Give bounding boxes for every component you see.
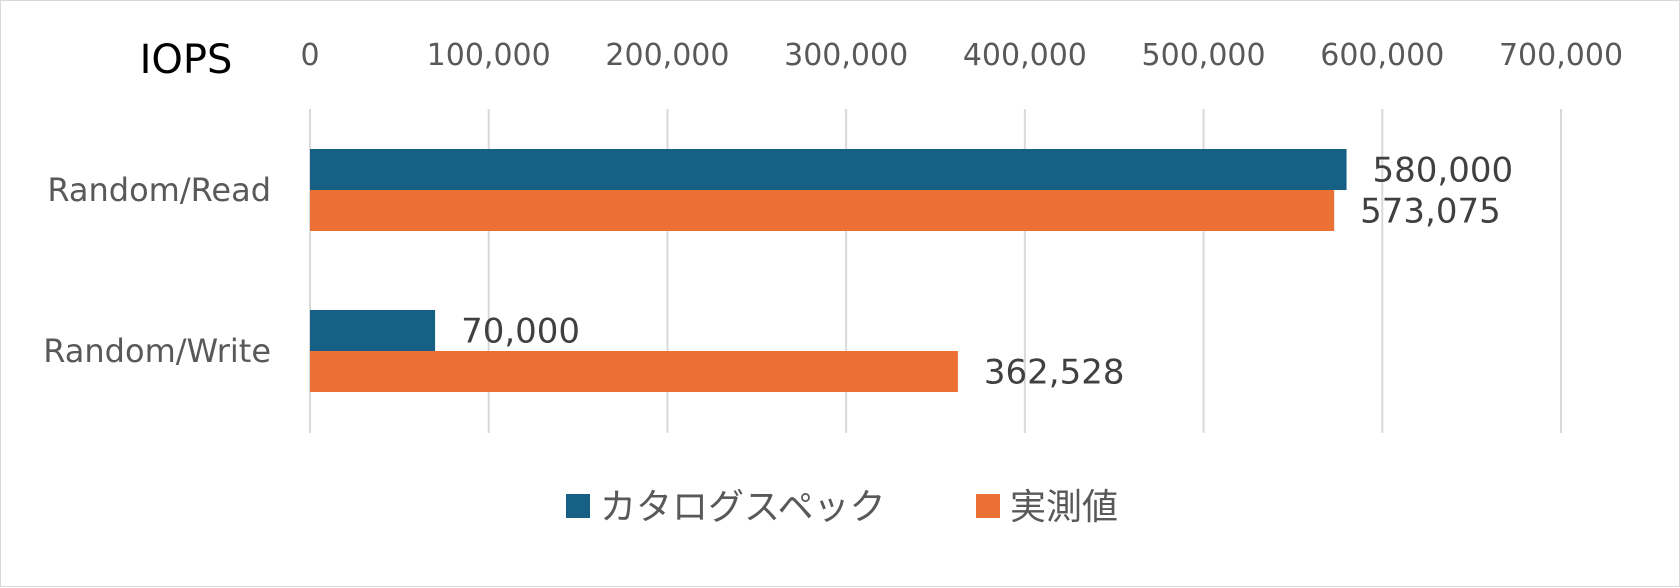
x-tick-label: 700,000 (1499, 38, 1623, 73)
x-tick-label: 600,000 (1320, 38, 1444, 73)
x-tick-label: 200,000 (605, 38, 729, 73)
chart-title: IOPS (140, 37, 233, 83)
x-tick-label: 500,000 (1142, 38, 1266, 73)
x-tick-label: 400,000 (963, 38, 1087, 73)
legend: カタログスペック 実測値 (566, 487, 1118, 528)
data-label: 573,075 (1360, 192, 1501, 232)
category-labels: Random/Read Random/Write (43, 171, 271, 370)
legend-label: カタログスペック (600, 487, 885, 528)
legend-item: 実測値 (976, 487, 1118, 528)
bars (310, 149, 1347, 392)
x-tick-label: 300,000 (784, 38, 908, 73)
bar (310, 310, 436, 351)
bar (310, 149, 1347, 190)
data-label: 362,528 (984, 353, 1125, 393)
data-label: 70,000 (461, 312, 580, 352)
x-tick-label: 100,000 (427, 38, 551, 73)
legend-swatch (976, 494, 1000, 518)
data-label: 580,000 (1373, 151, 1514, 191)
legend-label: 実測値 (1010, 487, 1118, 528)
category-label: Random/Write (43, 332, 271, 370)
x-axis-ticks: 0 100,000 200,000 300,000 400,000 500,000 600,… (300, 38, 1623, 73)
bar (310, 351, 958, 392)
legend-item: カタログスペック (566, 487, 885, 528)
category-label: Random/Read (47, 171, 271, 209)
bar (310, 190, 1335, 231)
data-labels: 580,000 70,000 573,075 362,528 (461, 151, 1513, 393)
x-tick-label: 0 (300, 38, 319, 73)
legend-swatch (566, 494, 590, 518)
